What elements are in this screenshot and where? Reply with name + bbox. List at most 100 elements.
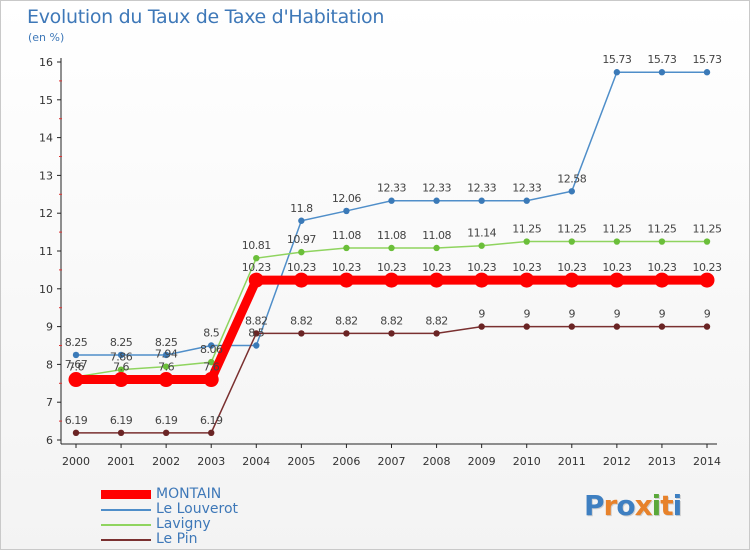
data-label-montain: 10.23 — [693, 261, 722, 274]
y-tick-label: 13 — [39, 169, 53, 182]
data-label-le-pin: 9 — [523, 308, 530, 321]
data-label-lavigny: 8.06 — [200, 343, 223, 356]
data-label-le-pin: 9 — [614, 308, 621, 321]
data-label-le-louverot: 8.5 — [203, 327, 219, 340]
data-point-le-louverot — [253, 342, 260, 349]
data-label-lavigny: 11.25 — [647, 223, 676, 236]
data-point-le-pin — [253, 330, 260, 337]
data-label-le-louverot: 8.25 — [65, 336, 88, 349]
data-label-montain: 10.23 — [242, 261, 271, 274]
data-label-le-pin: 6.19 — [110, 414, 133, 427]
x-tick-label: 2010 — [513, 455, 541, 468]
data-label-montain: 7.6 — [68, 361, 84, 374]
data-label-le-pin: 8.82 — [245, 314, 268, 327]
data-label-montain: 10.23 — [557, 261, 586, 274]
logo-letter: t — [660, 489, 673, 522]
data-point-le-pin — [298, 330, 305, 337]
data-point-le-louverot — [523, 197, 530, 204]
legend-label: Lavigny — [156, 516, 211, 532]
x-tick-label: 2014 — [693, 455, 721, 468]
data-label-montain: 7.6 — [203, 361, 219, 374]
legend-swatch — [101, 509, 151, 511]
legend-swatch — [101, 490, 151, 499]
data-point-le-louverot — [208, 342, 215, 349]
data-point-montain — [248, 272, 264, 288]
logo-letter: r — [603, 489, 618, 522]
data-label-montain: 10.23 — [287, 261, 316, 274]
data-label-le-pin: 8.82 — [425, 314, 448, 327]
data-point-le-louverot — [613, 69, 621, 76]
data-point-montain — [699, 272, 715, 288]
data-point-montain — [158, 372, 174, 388]
y-tick-label: 15 — [39, 94, 53, 107]
data-label-lavigny: 10.81 — [242, 239, 271, 252]
data-point-montain — [474, 272, 490, 288]
legend-item: MONTAIN — [101, 486, 301, 503]
y-tick-label: 10 — [39, 283, 53, 296]
data-point-montain — [113, 372, 129, 388]
data-label-lavigny: 7.86 — [110, 351, 133, 364]
data-label-lavigny: 11.08 — [332, 229, 361, 242]
chart-data-labels: 8.25 8.25 8.25 8.5 8.5 11.8 12.06 12.33 12.33 12.… — [65, 53, 723, 427]
data-label-le-pin: 9 — [704, 308, 711, 321]
data-label-montain: 10.23 — [602, 261, 631, 274]
series-line-le-louverot — [76, 71, 707, 356]
data-label-le-louverot: 12.06 — [332, 192, 361, 205]
data-label-le-pin: 8.82 — [290, 314, 313, 327]
unit-label: (en %) — [28, 31, 65, 44]
chart-series — [68, 69, 715, 437]
data-point-le-pin — [117, 429, 125, 437]
x-tick-label: 2001 — [107, 455, 135, 468]
data-label-lavigny: 11.25 — [693, 223, 722, 236]
data-label-le-pin: 8.82 — [335, 314, 358, 327]
data-point-lavigny — [117, 366, 125, 373]
data-label-le-pin: 8.82 — [380, 314, 403, 327]
data-label-lavigny: 7.67 — [65, 358, 88, 371]
data-point-lavigny — [162, 363, 170, 370]
data-label-le-louverot: 8.25 — [110, 336, 133, 349]
data-label-le-louverot: 12.33 — [512, 182, 541, 195]
data-point-lavigny — [478, 242, 485, 249]
data-label-lavigny: 10.97 — [287, 233, 316, 246]
data-label-le-louverot: 12.58 — [557, 172, 586, 185]
data-point-lavigny — [613, 238, 621, 245]
data-label-le-louverot: 15.73 — [602, 53, 631, 66]
data-label-le-pin: 6.19 — [200, 414, 223, 427]
data-label-montain: 10.23 — [467, 261, 496, 274]
x-tick-label: 2000 — [62, 455, 90, 468]
data-label-le-louverot: 15.73 — [647, 53, 676, 66]
data-point-montain — [564, 272, 580, 288]
y-tick-label: 9 — [46, 321, 53, 334]
data-point-le-louverot — [388, 197, 395, 204]
data-point-le-pin — [478, 323, 485, 330]
data-label-montain: 10.23 — [422, 261, 451, 274]
data-label-montain: 10.23 — [512, 261, 541, 274]
data-point-montain — [429, 272, 445, 288]
data-point-montain — [609, 272, 625, 288]
legend-item: Le Louverot — [101, 501, 301, 518]
data-point-le-louverot — [162, 351, 170, 359]
data-point-le-pin — [433, 330, 440, 337]
data-label-lavigny: 11.25 — [557, 223, 586, 236]
data-point-lavigny — [568, 238, 575, 245]
x-tick-label: 2008 — [423, 455, 451, 468]
x-tick-label: 2002 — [152, 455, 180, 468]
data-label-montain: 10.23 — [647, 261, 676, 274]
legend-item: Lavigny — [101, 516, 301, 533]
data-label-lavigny: 11.25 — [602, 223, 631, 236]
data-label-le-louverot: 11.8 — [290, 202, 313, 215]
data-point-le-pin — [343, 330, 350, 337]
logo-letter: x — [634, 489, 653, 522]
data-label-le-louverot: 15.73 — [693, 53, 722, 66]
data-label-montain: 10.23 — [377, 261, 406, 274]
x-tick-label: 2009 — [468, 455, 496, 468]
data-point-le-pin — [568, 323, 575, 330]
legend-swatch — [101, 524, 151, 526]
data-point-le-louverot — [568, 188, 575, 195]
data-label-le-pin: 9 — [569, 308, 576, 321]
data-label-le-louverot: 12.33 — [422, 182, 451, 195]
data-point-lavigny — [523, 238, 530, 245]
data-point-le-pin — [388, 330, 395, 337]
data-label-le-louverot: 12.33 — [467, 182, 496, 195]
data-point-le-pin — [613, 323, 621, 330]
